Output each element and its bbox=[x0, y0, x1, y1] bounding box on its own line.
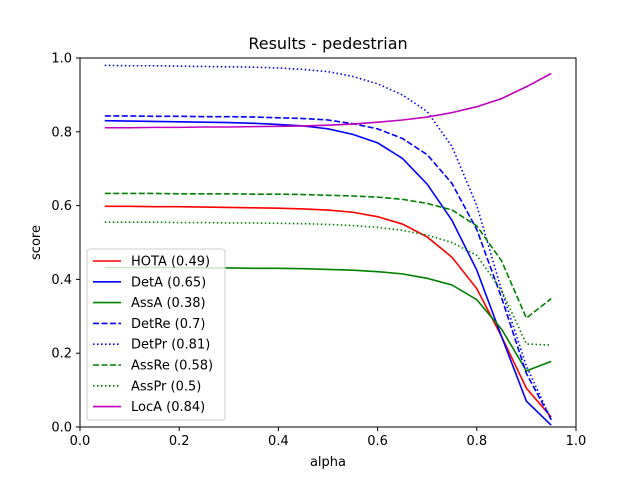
x-tick-label: 0.8 bbox=[466, 434, 487, 449]
legend: HOTA (0.49) DetA (0.65) AssA (0.38) DetRe (… bbox=[86, 248, 226, 421]
y-axis-label: score bbox=[29, 225, 44, 260]
chart-title: Results - pedestrian bbox=[248, 34, 407, 53]
x-axis-label: alpha bbox=[310, 455, 346, 470]
series-line-1 bbox=[104, 119, 552, 426]
x-tick-label: 0.0 bbox=[70, 434, 91, 449]
series-line-7 bbox=[104, 72, 552, 129]
legend-label: AssA (0.38) bbox=[131, 296, 206, 311]
x-tick-label: 0.4 bbox=[268, 434, 289, 449]
plot-frame bbox=[79, 57, 577, 428]
x-tick-label: 0.2 bbox=[169, 434, 190, 449]
series-line-6 bbox=[104, 221, 552, 346]
x-tick-label: 1.0 bbox=[566, 434, 587, 449]
y-axis: 0.0 0.2 0.4 0.6 0.8 1.0 bbox=[51, 52, 80, 436]
y-tick-label: 0.0 bbox=[51, 421, 72, 436]
x-tick-label: 0.6 bbox=[367, 434, 388, 449]
series-line-3 bbox=[104, 115, 552, 420]
y-tick-label: 0.8 bbox=[51, 125, 72, 140]
y-tick-label: 0.2 bbox=[51, 347, 72, 362]
series-line-0 bbox=[104, 205, 552, 418]
legend-label: DetRe (0.7) bbox=[131, 317, 206, 332]
x-axis: 0.0 0.2 0.4 0.6 0.8 1.0 bbox=[70, 427, 587, 449]
legend-label: AssPr (0.5) bbox=[131, 379, 201, 394]
legend-label: DetA (0.65) bbox=[131, 275, 206, 290]
legend-label: HOTA (0.49) bbox=[131, 255, 210, 270]
y-tick-label: 1.0 bbox=[51, 52, 72, 67]
y-tick-label: 0.4 bbox=[51, 273, 72, 288]
legend-label: LocA (0.84) bbox=[131, 400, 205, 415]
legend-box bbox=[86, 248, 226, 421]
legend-label: DetPr (0.81) bbox=[131, 338, 210, 353]
series-lines bbox=[104, 64, 552, 426]
y-tick-label: 0.6 bbox=[51, 199, 72, 214]
legend-label: AssRe (0.58) bbox=[131, 359, 213, 374]
series-line-5 bbox=[104, 192, 552, 320]
